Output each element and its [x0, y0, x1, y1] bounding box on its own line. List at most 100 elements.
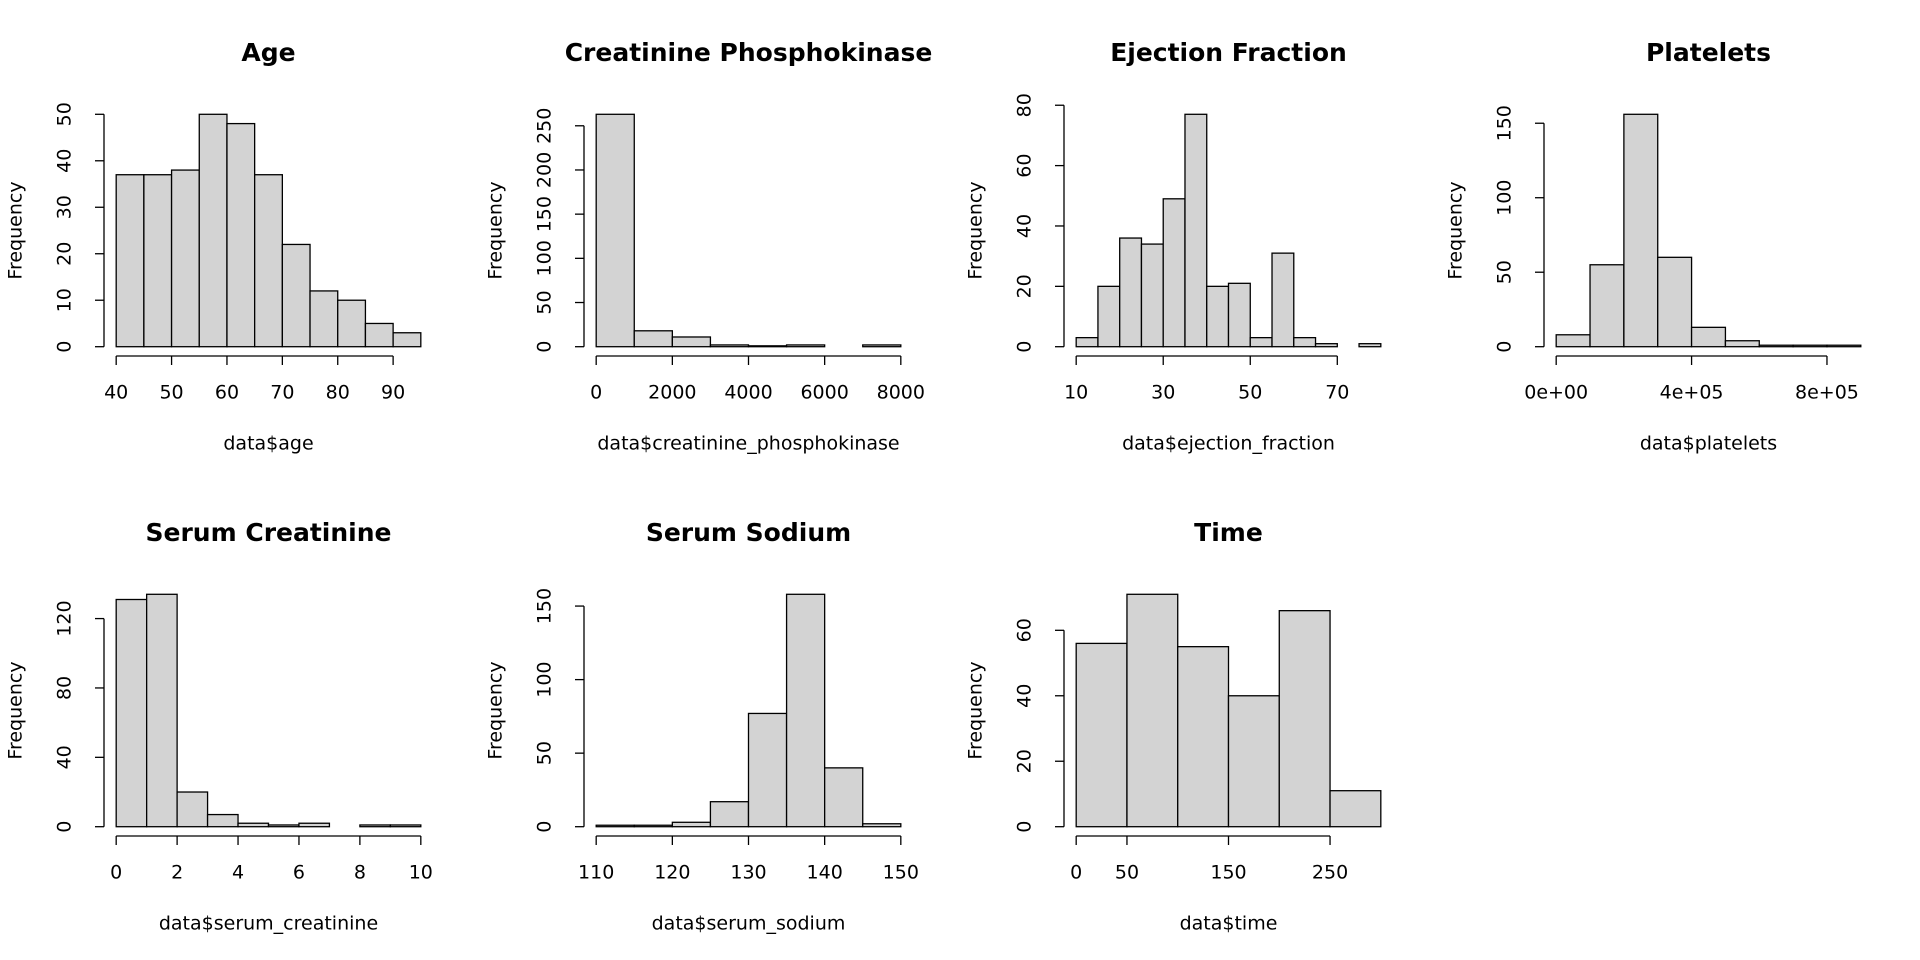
y-tick-label: 20: [1014, 274, 1036, 298]
bar: [1314, 343, 1338, 348]
bar: [1227, 695, 1280, 828]
x-tick-label: 50: [1115, 862, 1139, 884]
x-tick-label: 90: [381, 382, 405, 404]
x-tick-label: 70: [1325, 382, 1349, 404]
x-axis-label: data$platelets: [1640, 433, 1777, 455]
x-tick-label: 2: [171, 862, 183, 884]
bar: [1724, 340, 1760, 348]
y-tick-label: 0: [54, 821, 76, 833]
y-tick-label: 50: [534, 741, 556, 765]
bar: [1271, 252, 1295, 348]
y-tick-label: 0: [1014, 821, 1036, 833]
bar: [1140, 243, 1164, 348]
panel-title: Serum Sodium: [646, 518, 851, 547]
x-tick-label: 8e+05: [1795, 382, 1859, 404]
bar: [267, 824, 300, 828]
bar: [824, 767, 864, 828]
bar: [1657, 256, 1693, 348]
y-tick-label: 50: [534, 290, 556, 314]
x-tick-label: 6: [293, 862, 305, 884]
bar: [226, 122, 256, 348]
bar: [785, 593, 826, 828]
y-tick-label: 0: [1014, 341, 1036, 353]
y-tick-label: 120: [54, 600, 76, 636]
bar: [206, 813, 239, 828]
bar: [709, 801, 750, 828]
bar: [785, 344, 826, 348]
panel-title: Creatinine Phosphokinase: [565, 38, 933, 67]
x-tick-label: 120: [654, 862, 690, 884]
x-tick-label: 150: [1210, 862, 1246, 884]
y-tick-label: 250: [534, 108, 556, 144]
bar: [359, 824, 392, 828]
bar: [1177, 646, 1230, 828]
x-tick-label: 4000: [724, 382, 772, 404]
y-tick-label: 0: [534, 821, 556, 833]
bar: [595, 824, 635, 828]
bar: [170, 169, 200, 348]
bar: [862, 344, 902, 348]
y-axis-label: Frequency: [965, 661, 987, 759]
bar: [1329, 790, 1382, 828]
y-tick-label: 50: [1494, 260, 1516, 284]
bar: [747, 345, 788, 348]
y-tick-label: 0: [534, 341, 556, 353]
x-tick-label: 30: [1151, 382, 1175, 404]
y-tick-label: 200: [534, 152, 556, 188]
y-tick-label: 150: [534, 588, 556, 624]
y-tick-label: 100: [534, 240, 556, 276]
x-tick-label: 0: [1070, 862, 1082, 884]
y-tick-label: 40: [54, 149, 76, 173]
y-tick-label: 40: [1014, 684, 1036, 708]
bar: [1206, 285, 1230, 348]
y-axis-label: Frequency: [5, 181, 27, 279]
bar: [709, 344, 750, 348]
y-axis-label: Frequency: [965, 181, 987, 279]
bar: [1826, 344, 1862, 348]
bar: [1249, 336, 1273, 348]
y-tick-label: 100: [1494, 180, 1516, 216]
x-tick-label: 6000: [800, 382, 848, 404]
bar: [309, 290, 339, 348]
bar: [1097, 285, 1121, 348]
x-tick-label: 10: [1064, 382, 1088, 404]
bar: [1623, 113, 1659, 348]
bar: [1792, 344, 1828, 348]
bar: [671, 821, 712, 828]
bar: [1589, 264, 1625, 348]
bar: [364, 322, 394, 348]
x-tick-label: 4e+05: [1660, 382, 1724, 404]
bar: [1227, 282, 1251, 348]
bar: [1075, 336, 1099, 348]
bar: [337, 299, 367, 348]
x-tick-label: 40: [104, 382, 128, 404]
bar: [1758, 344, 1794, 348]
y-tick-label: 20: [54, 242, 76, 266]
y-tick-label: 40: [1014, 214, 1036, 238]
y-tick-label: 150: [1494, 105, 1516, 141]
y-tick-label: 30: [54, 195, 76, 219]
bar: [115, 598, 148, 828]
bar: [281, 243, 311, 348]
x-tick-label: 250: [1312, 862, 1348, 884]
y-tick-label: 60: [1014, 154, 1036, 178]
panel-title: Ejection Fraction: [1110, 38, 1347, 67]
bar: [595, 113, 635, 348]
bar: [633, 330, 673, 348]
x-tick-label: 70: [270, 382, 294, 404]
bar: [143, 174, 173, 348]
bar: [1119, 237, 1143, 348]
x-tick-label: 110: [578, 862, 614, 884]
x-tick-label: 80: [326, 382, 350, 404]
x-tick-label: 8: [354, 862, 366, 884]
x-tick-label: 0e+00: [1524, 382, 1588, 404]
bar: [1293, 336, 1317, 348]
x-axis-label: data$serum_creatinine: [159, 913, 378, 935]
bar: [671, 336, 712, 348]
x-tick-label: 50: [1238, 382, 1262, 404]
bar: [254, 174, 283, 348]
bar: [1358, 343, 1382, 348]
panel-title: Time: [1194, 518, 1263, 547]
x-axis-label: data$time: [1180, 913, 1278, 935]
bar: [1184, 113, 1208, 348]
